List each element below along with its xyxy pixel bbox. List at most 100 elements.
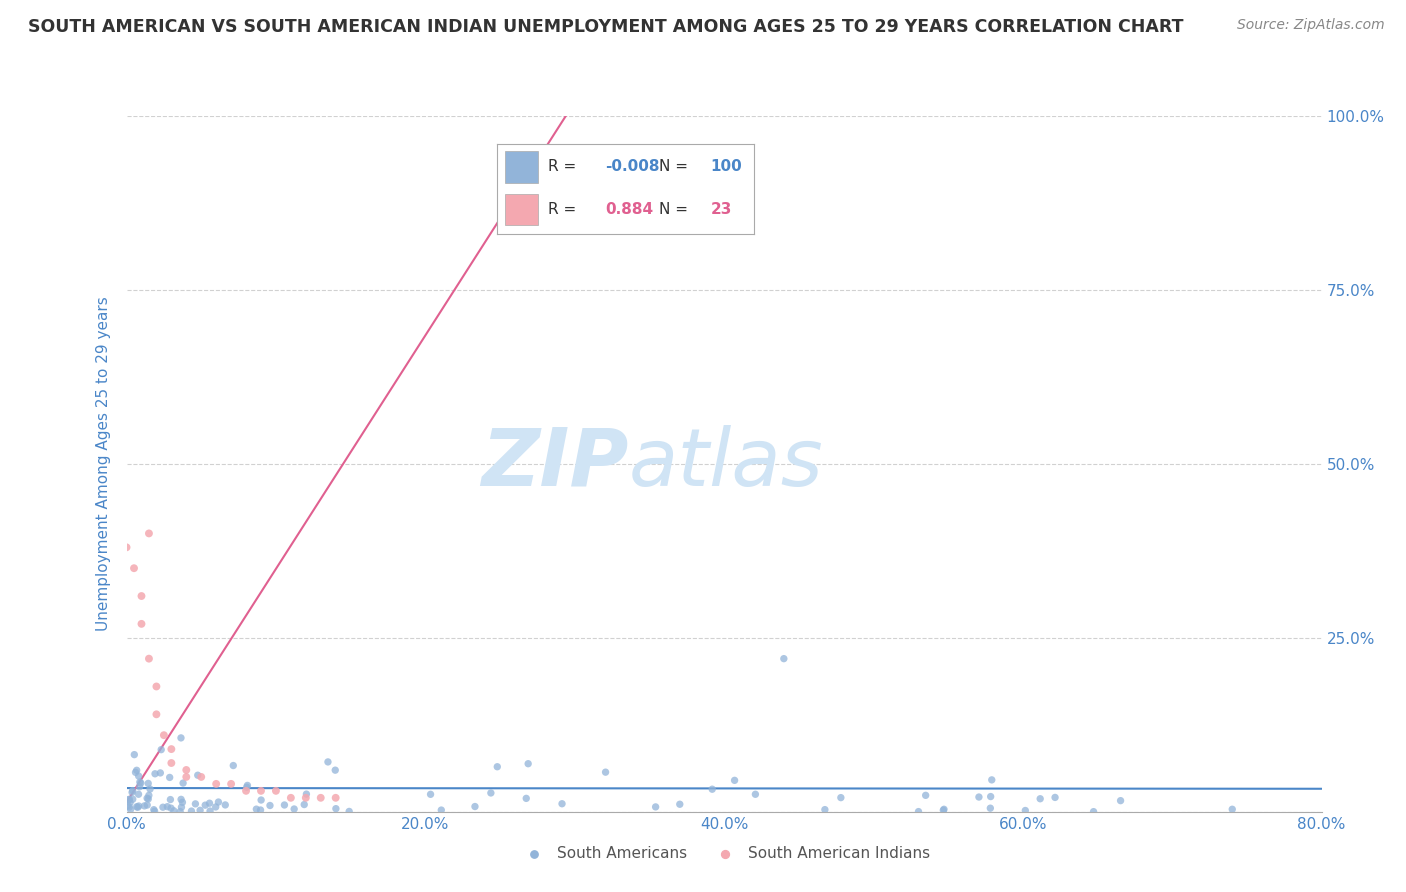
Point	[160, 756, 183, 770]
Point	[932, 802, 955, 816]
Point	[932, 803, 955, 817]
Point	[644, 800, 666, 814]
Point	[150, 742, 173, 756]
Point	[702, 782, 724, 797]
Point	[207, 795, 229, 809]
Point	[121, 783, 143, 797]
Point	[245, 802, 267, 816]
Point	[136, 792, 159, 806]
Point	[249, 803, 271, 817]
Point	[149, 765, 172, 780]
Text: SOUTH AMERICAN VS SOUTH AMERICAN INDIAN UNEMPLOYMENT AMONG AGES 25 TO 29 YEARS C: SOUTH AMERICAN VS SOUTH AMERICAN INDIAN …	[28, 18, 1184, 36]
Point	[914, 789, 936, 803]
Point	[190, 770, 212, 784]
Point	[814, 803, 837, 817]
Point	[283, 802, 305, 816]
Point	[118, 800, 141, 814]
Point	[169, 805, 191, 819]
Point	[139, 782, 162, 797]
Point	[142, 803, 165, 817]
Point	[980, 789, 1002, 804]
Point	[294, 790, 316, 805]
Point	[486, 760, 509, 774]
Point	[980, 772, 1002, 787]
Point	[170, 800, 193, 814]
Text: N =: N =	[659, 160, 693, 174]
Point	[145, 707, 167, 722]
Point	[744, 787, 766, 801]
Point	[292, 797, 315, 812]
Point	[128, 787, 150, 801]
Point	[479, 786, 502, 800]
Text: R =: R =	[548, 160, 582, 174]
Point	[219, 777, 242, 791]
Point	[174, 763, 197, 777]
Point	[280, 790, 302, 805]
Point	[1014, 804, 1036, 818]
Point	[464, 799, 486, 814]
Point	[131, 589, 153, 603]
Point	[419, 787, 441, 801]
Point	[127, 800, 149, 814]
Point	[180, 804, 202, 818]
Point	[723, 773, 745, 788]
Point	[163, 804, 186, 818]
Point	[125, 764, 148, 778]
Point	[316, 755, 339, 769]
Point	[138, 526, 160, 541]
Point	[250, 784, 273, 798]
Point	[273, 797, 295, 812]
Point	[145, 680, 167, 694]
Point	[121, 792, 143, 806]
Point	[172, 795, 194, 809]
Point	[120, 803, 142, 817]
Point	[153, 728, 176, 742]
Point	[118, 792, 141, 806]
Text: Source: ZipAtlas.com: Source: ZipAtlas.com	[1237, 18, 1385, 32]
Text: 23: 23	[710, 202, 731, 217]
Point	[551, 797, 574, 811]
Point	[187, 768, 209, 782]
Point	[259, 798, 281, 813]
Point	[129, 776, 152, 790]
Point	[430, 803, 453, 817]
FancyBboxPatch shape	[505, 194, 538, 225]
Point	[128, 769, 150, 783]
Point	[205, 777, 228, 791]
Point	[264, 784, 287, 798]
Text: 100: 100	[710, 160, 742, 174]
Text: ZIP: ZIP	[481, 425, 628, 503]
Point	[214, 797, 236, 812]
Point	[188, 803, 211, 817]
Point	[325, 790, 347, 805]
Text: R =: R =	[548, 202, 582, 217]
Point	[124, 765, 146, 780]
Point	[128, 780, 150, 794]
Point	[325, 802, 347, 816]
Point	[117, 793, 139, 807]
Point	[156, 799, 179, 814]
Point	[128, 799, 150, 814]
Point	[235, 784, 257, 798]
Point	[1083, 805, 1105, 819]
Point	[115, 541, 138, 555]
Point	[236, 778, 259, 792]
Point	[136, 798, 159, 813]
Point	[967, 790, 990, 805]
Point	[159, 792, 181, 806]
Point	[138, 789, 160, 803]
Point	[337, 805, 360, 819]
Point	[172, 776, 194, 790]
Point	[125, 799, 148, 814]
Point	[204, 800, 226, 814]
Point	[143, 766, 166, 780]
Point	[1029, 791, 1052, 805]
FancyBboxPatch shape	[505, 151, 538, 183]
Point	[152, 800, 174, 814]
Point	[131, 616, 153, 631]
Point	[1109, 794, 1132, 808]
Point	[120, 796, 142, 810]
Y-axis label: Unemployment Among Ages 25 to 29 years: Unemployment Among Ages 25 to 29 years	[96, 296, 111, 632]
Point	[128, 775, 150, 789]
Point	[160, 742, 183, 756]
